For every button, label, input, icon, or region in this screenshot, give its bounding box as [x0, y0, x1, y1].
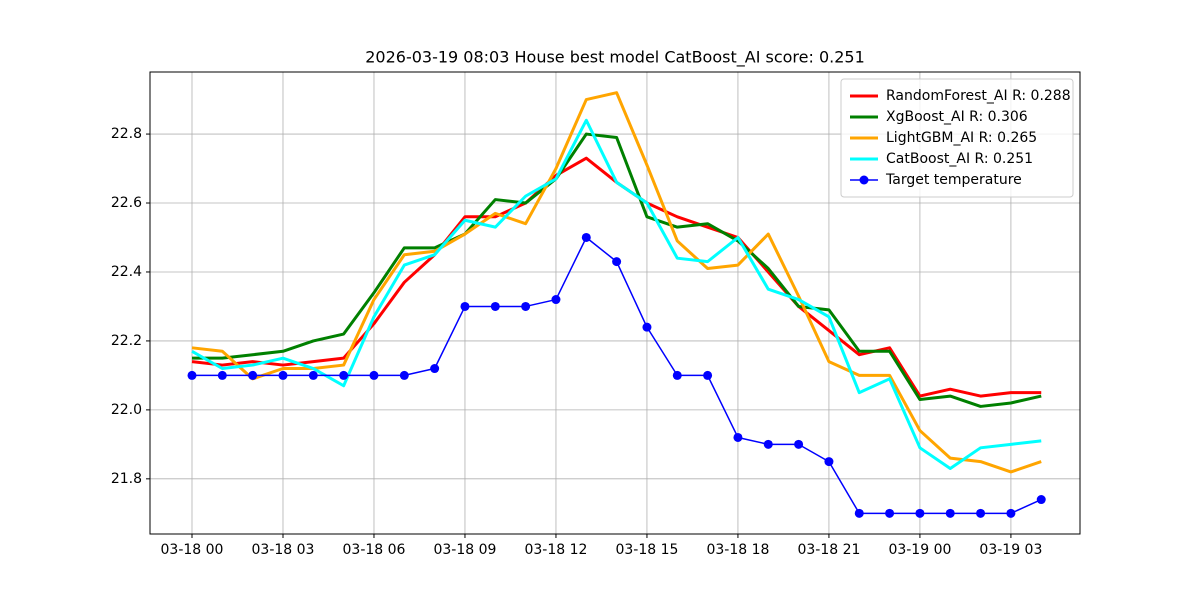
plot-frame — [149, 71, 1081, 535]
data-point — [278, 370, 288, 380]
data-point — [308, 370, 318, 380]
data-point — [460, 301, 470, 311]
data-point — [824, 457, 834, 467]
legend-marker — [859, 175, 869, 185]
y-tick-label: 22.0 — [111, 402, 142, 418]
y-tick-label: 22.8 — [111, 126, 142, 142]
data-point — [1006, 508, 1016, 518]
x-tick-label: 03-18 06 — [343, 542, 406, 558]
data-point — [369, 370, 379, 380]
data-point — [490, 301, 500, 311]
data-point — [885, 508, 895, 518]
data-point — [703, 370, 713, 380]
series-line — [191, 91, 1042, 474]
y-tick-label: 22.6 — [111, 195, 142, 211]
data-point — [430, 364, 440, 374]
data-point — [521, 301, 531, 311]
data-point — [612, 257, 622, 267]
y-tick-label: 22.2 — [111, 333, 142, 349]
legend-label: XgBoost_AI R: 0.306 — [886, 109, 1028, 125]
data-point — [672, 370, 682, 380]
legend-label: LightGBM_AI R: 0.265 — [886, 130, 1037, 146]
data-point — [217, 370, 227, 380]
legend-label: Target temperature — [885, 172, 1022, 188]
data-point — [945, 508, 955, 518]
chart-title: 2026-03-19 08:03 House best model CatBoo… — [365, 48, 865, 68]
y-tick-label: 22.4 — [111, 264, 142, 280]
x-tick-label: 03-18 15 — [615, 542, 678, 558]
x-tick-label: 03-19 03 — [979, 542, 1042, 558]
x-tick-label: 03-18 18 — [706, 542, 769, 558]
data-point — [794, 439, 804, 449]
data-point — [642, 322, 652, 332]
data-point — [339, 370, 349, 380]
data-point — [733, 432, 743, 442]
series-line — [191, 118, 1042, 470]
y-tick-label: 21.8 — [111, 471, 142, 487]
data-point — [976, 508, 986, 518]
data-point — [1036, 495, 1046, 505]
x-tick-label: 03-18 21 — [797, 542, 860, 558]
data-point — [399, 370, 409, 380]
data-point — [187, 370, 197, 380]
data-point — [581, 232, 591, 242]
series-line — [192, 132, 1042, 408]
x-tick-label: 03-18 00 — [161, 542, 224, 558]
legend-label: RandomForest_AI R: 0.288 — [886, 88, 1071, 104]
x-tick-label: 03-18 09 — [433, 542, 496, 558]
data-point — [915, 508, 925, 518]
data-point — [551, 295, 561, 305]
data-point — [854, 508, 864, 518]
data-point — [248, 370, 258, 380]
legend-label: CatBoost_AI R: 0.251 — [886, 151, 1033, 167]
x-tick-label: 03-19 00 — [888, 542, 951, 558]
x-tick-label: 03-18 12 — [524, 542, 587, 558]
x-tick-label: 03-18 03 — [252, 542, 315, 558]
legend-box — [840, 78, 1074, 198]
data-point — [763, 439, 773, 449]
